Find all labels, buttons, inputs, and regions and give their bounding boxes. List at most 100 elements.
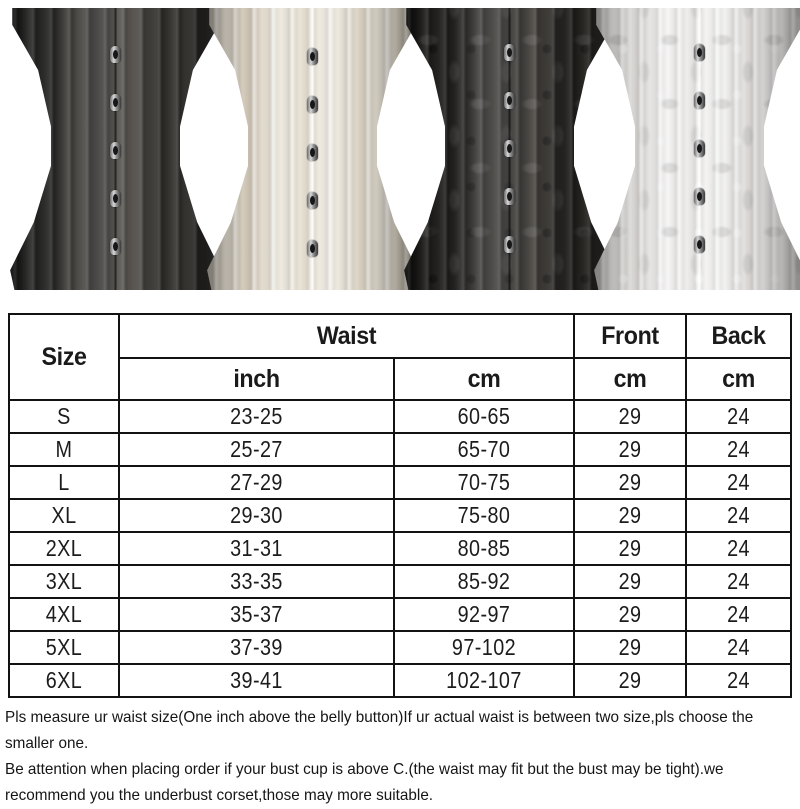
front-busk-closure <box>306 8 319 290</box>
cell-waist-cm: 102-107 <box>405 663 563 698</box>
table-row: 6XL 39-41 102-107 29 24 <box>9 663 791 698</box>
cell-waist-cm: 85-92 <box>405 564 563 599</box>
cell-waist-inch: 33-35 <box>137 564 376 599</box>
busk-clasp <box>307 144 318 161</box>
cell-front-cm: 29 <box>580 663 680 698</box>
size-chart-body: S 23-25 60-65 29 24 M 25-27 65-70 29 24 … <box>9 399 791 698</box>
cell-size: 6XL <box>15 663 113 698</box>
note-line-3: Be attention when placing order if your … <box>5 760 724 778</box>
busk-clasp <box>694 44 705 61</box>
busk-clasp <box>307 240 318 257</box>
table-row: XL 29-30 75-80 29 24 <box>9 498 791 533</box>
size-chart-table: Size Waist Front Back inch cm cm cm S 23… <box>8 313 792 698</box>
table-header-row-primary: Size Waist Front Back <box>9 313 791 401</box>
product-image-ivory-satin-corset <box>205 0 420 300</box>
cell-size: 3XL <box>15 564 113 599</box>
table-row: M 25-27 65-70 29 24 <box>9 432 791 467</box>
busk-clasp <box>307 96 318 113</box>
measurement-notes: Pls measure ur waist size(One inch above… <box>5 705 759 809</box>
cell-front-cm: 29 <box>580 531 680 566</box>
busk-clasp <box>110 142 121 159</box>
column-header-front: Front <box>576 313 684 359</box>
column-header-waist-cm: cm <box>399 357 569 401</box>
cell-front-cm: 29 <box>580 597 680 632</box>
table-row: 5XL 37-39 97-102 29 24 <box>9 630 791 665</box>
busk-clasp <box>110 190 121 207</box>
cell-front-cm: 29 <box>580 432 680 467</box>
product-image-black-brocade-corset <box>402 0 617 300</box>
product-gallery <box>0 0 800 307</box>
note-line-4: recommend you the underbust corset,those… <box>5 786 434 804</box>
cell-size: XL <box>15 498 113 533</box>
note-line-1: Pls measure ur waist size(One inch above… <box>5 709 754 726</box>
size-chart-section: Size Waist Front Back inch cm cm cm S 23… <box>8 313 792 698</box>
cell-waist-inch: 27-29 <box>137 465 376 500</box>
cell-size: S <box>15 399 113 434</box>
cell-waist-cm: 75-80 <box>405 498 563 533</box>
column-header-back: Back <box>688 313 789 359</box>
table-row: S 23-25 60-65 29 24 <box>9 399 791 434</box>
cell-size: 4XL <box>15 597 113 632</box>
cell-waist-cm: 65-70 <box>405 432 563 467</box>
front-busk-closure <box>109 8 122 290</box>
cell-waist-cm: 92-97 <box>405 597 563 632</box>
cell-front-cm: 29 <box>580 564 680 599</box>
cell-waist-cm: 97-102 <box>405 630 563 665</box>
busk-clasp <box>110 94 121 111</box>
cell-waist-inch: 25-27 <box>137 432 376 467</box>
cell-front-cm: 29 <box>580 465 680 500</box>
busk-clasp <box>110 238 121 255</box>
busk-clasp <box>694 236 705 253</box>
cell-back-cm: 24 <box>692 465 785 500</box>
product-image-white-brocade-corset <box>592 0 800 300</box>
front-busk-closure <box>503 8 516 290</box>
busk-clasp <box>504 44 515 61</box>
cell-front-cm: 29 <box>580 630 680 665</box>
table-row: 4XL 35-37 92-97 29 24 <box>9 597 791 632</box>
cell-size: 2XL <box>15 531 113 566</box>
busk-clasp <box>504 188 515 205</box>
busk-clasp <box>307 48 318 65</box>
cell-back-cm: 24 <box>692 663 785 698</box>
cell-waist-inch: 35-37 <box>137 597 376 632</box>
busk-clasp <box>694 140 705 157</box>
cell-waist-inch: 29-30 <box>137 498 376 533</box>
cell-front-cm: 29 <box>580 399 680 434</box>
cell-front-cm: 29 <box>580 498 680 533</box>
cell-back-cm: 24 <box>692 597 785 632</box>
column-header-back-unit: cm <box>688 357 789 401</box>
cell-waist-cm: 70-75 <box>405 465 563 500</box>
cell-waist-inch: 39-41 <box>137 663 376 698</box>
cell-size: M <box>15 432 113 467</box>
cell-size: 5XL <box>15 630 113 665</box>
table-row: 3XL 33-35 85-92 29 24 <box>9 564 791 599</box>
product-image-black-satin-corset <box>8 0 223 300</box>
cell-waist-inch: 31-31 <box>137 531 376 566</box>
cell-back-cm: 24 <box>692 630 785 665</box>
note-line-2: smaller one. <box>5 734 89 752</box>
table-header-row-units: inch cm cm cm <box>9 357 791 401</box>
cell-back-cm: 24 <box>692 564 785 599</box>
busk-clasp <box>504 92 515 109</box>
cell-back-cm: 24 <box>692 498 785 533</box>
cell-size: L <box>15 465 113 500</box>
cell-back-cm: 24 <box>692 531 785 566</box>
cell-waist-cm: 80-85 <box>405 531 563 566</box>
busk-clasp <box>110 46 121 63</box>
busk-clasp <box>694 188 705 205</box>
column-header-waist: Waist <box>133 313 560 359</box>
column-header-front-unit: cm <box>576 357 684 401</box>
table-row: 2XL 31-31 80-85 29 24 <box>9 531 791 566</box>
cell-waist-cm: 60-65 <box>405 399 563 434</box>
busk-clasp <box>694 92 705 109</box>
cell-back-cm: 24 <box>692 432 785 467</box>
cell-back-cm: 24 <box>692 399 785 434</box>
busk-clasp <box>504 236 515 253</box>
table-row: L 27-29 70-75 29 24 <box>9 465 791 500</box>
front-busk-closure <box>693 8 706 290</box>
column-header-size: Size <box>11 313 117 401</box>
column-header-waist-inch: inch <box>127 357 386 401</box>
busk-clasp <box>307 192 318 209</box>
cell-waist-inch: 37-39 <box>137 630 376 665</box>
cell-waist-inch: 23-25 <box>137 399 376 434</box>
